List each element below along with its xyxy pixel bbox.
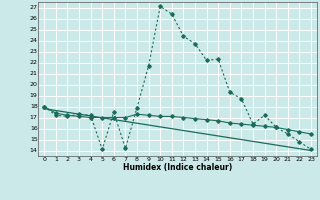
X-axis label: Humidex (Indice chaleur): Humidex (Indice chaleur) [123,163,232,172]
